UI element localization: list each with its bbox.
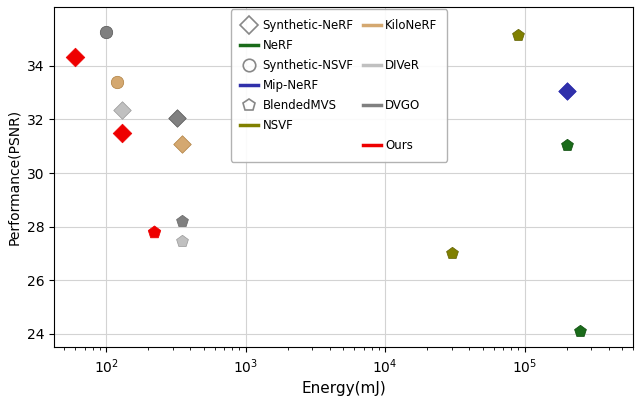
Point bbox=[149, 229, 159, 235]
Point bbox=[117, 130, 127, 136]
Point bbox=[117, 107, 127, 113]
X-axis label: Energy(mJ): Energy(mJ) bbox=[301, 381, 386, 396]
Point bbox=[101, 29, 111, 35]
Point bbox=[513, 32, 524, 38]
Point bbox=[177, 238, 188, 245]
Point bbox=[447, 250, 457, 257]
Point bbox=[561, 88, 572, 95]
Point bbox=[172, 115, 182, 121]
Point bbox=[177, 140, 188, 147]
Y-axis label: Performance(PSNR): Performance(PSNR) bbox=[7, 109, 21, 245]
Point bbox=[561, 142, 572, 148]
Legend: Synthetic-NeRF, NeRF, Synthetic-NSVF, Mip-NeRF, BlendedMVS, NSVF, , KiloNeRF, , : Synthetic-NeRF, NeRF, Synthetic-NSVF, Mi… bbox=[230, 9, 447, 162]
Point bbox=[70, 53, 81, 60]
Point bbox=[112, 79, 122, 85]
Point bbox=[177, 218, 188, 224]
Point bbox=[575, 328, 585, 334]
